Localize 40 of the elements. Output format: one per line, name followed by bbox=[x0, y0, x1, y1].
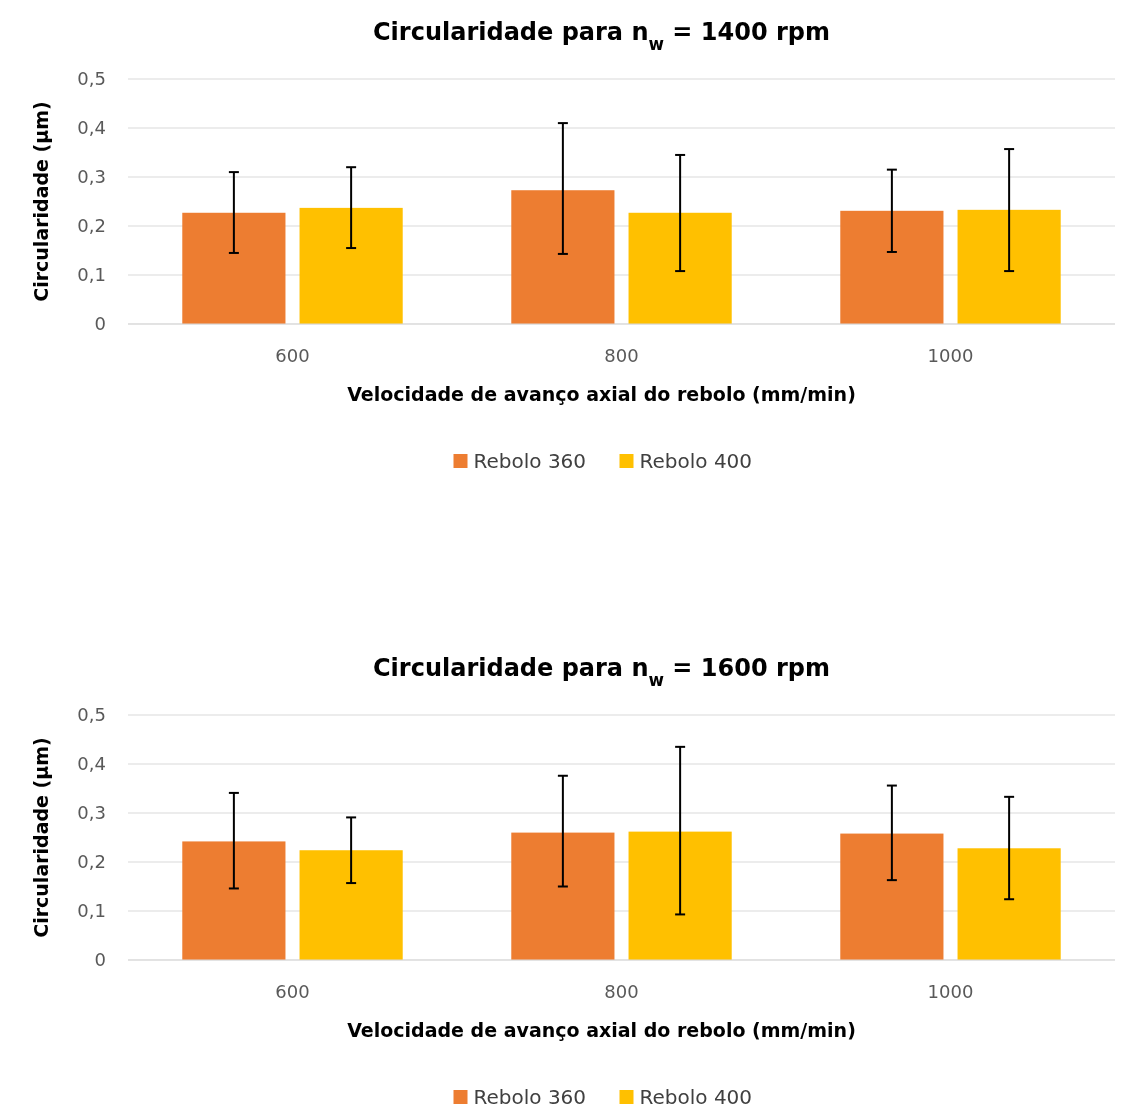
y-tick-label: 0 bbox=[94, 949, 106, 971]
x-tick-label: 1000 bbox=[927, 981, 974, 1002]
bar bbox=[957, 848, 1061, 960]
y-tick-label: 0,1 bbox=[77, 264, 106, 286]
bar bbox=[840, 833, 944, 960]
bar bbox=[628, 212, 732, 324]
chart-title: Circularidade para n$_{w}$ = 1600 rpm bbox=[372, 654, 831, 690]
x-axis-title: Velocidade de avanço axial do rebolo (mm/min) bbox=[347, 1019, 856, 1041]
y-tick-label: 0,3 bbox=[77, 166, 106, 188]
y-tick-label: 0,3 bbox=[77, 802, 106, 824]
y-tick-label: 0,4 bbox=[77, 753, 106, 775]
bar bbox=[299, 207, 403, 324]
x-tick-label: 600 bbox=[275, 981, 310, 1002]
bar bbox=[957, 209, 1061, 324]
y-tick-label: 0,5 bbox=[77, 704, 106, 726]
y-tick-label: 0 bbox=[94, 313, 106, 335]
bar bbox=[628, 831, 732, 960]
legend-label: Rebolo 400 bbox=[639, 449, 753, 473]
bar bbox=[299, 850, 403, 960]
x-tick-label: 800 bbox=[604, 345, 639, 366]
bar bbox=[182, 841, 286, 960]
y-axis-title: Circularidade (µm) bbox=[30, 101, 52, 302]
legend-label: Rebolo 360 bbox=[473, 449, 587, 473]
legend-label: Rebolo 360 bbox=[473, 1085, 587, 1109]
x-tick-label: 1000 bbox=[927, 345, 974, 366]
y-tick-label: 0,2 bbox=[77, 851, 106, 873]
y-tick-label: 0,1 bbox=[77, 900, 106, 922]
y-tick-label: 0,4 bbox=[77, 117, 106, 139]
bar bbox=[511, 832, 615, 960]
bar bbox=[840, 210, 944, 324]
y-tick-label: 0,5 bbox=[77, 68, 106, 90]
legend-label: Rebolo 400 bbox=[639, 1085, 753, 1109]
bar bbox=[182, 212, 286, 324]
y-axis-title: Circularidade (µm) bbox=[30, 737, 52, 938]
y-tick-label: 0,2 bbox=[77, 215, 106, 237]
x-tick-label: 600 bbox=[275, 345, 310, 366]
x-tick-label: 800 bbox=[604, 981, 639, 1002]
chart-title: Circularidade para n$_{w}$ = 1400 rpm bbox=[372, 18, 831, 54]
bar bbox=[511, 190, 615, 324]
x-axis-title: Velocidade de avanço axial do rebolo (mm/min) bbox=[347, 383, 856, 405]
